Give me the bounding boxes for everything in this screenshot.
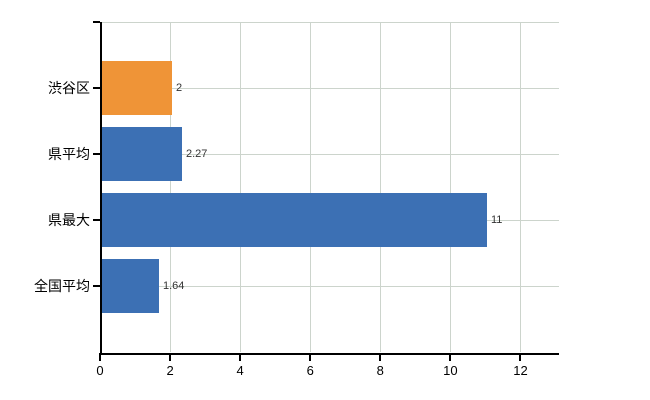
y-axis-tick <box>93 87 100 89</box>
y-axis-tick <box>93 219 100 221</box>
x-axis-tick <box>169 354 172 361</box>
x-axis-tick-label: 10 <box>443 363 458 378</box>
x-axis-tick-label: 2 <box>166 363 174 378</box>
bar-value-label: 2.27 <box>186 148 208 160</box>
x-axis-tick <box>239 354 242 361</box>
vertical-gridline <box>450 22 452 352</box>
bar-value-label: 2 <box>176 82 183 94</box>
bar-value-label: 11 <box>491 214 503 226</box>
y-axis-tick <box>93 21 100 23</box>
vertical-gridline <box>520 22 522 352</box>
bar <box>102 61 172 115</box>
x-axis-tick-label: 12 <box>513 363 528 378</box>
vertical-gridline <box>380 22 382 352</box>
x-axis-tick <box>99 354 101 361</box>
bar-value-label: 1.64 <box>163 280 185 292</box>
y-axis-tick <box>93 285 100 287</box>
x-axis-tick <box>449 354 452 361</box>
vertical-gridline <box>310 22 312 352</box>
x-axis-tick <box>519 354 522 361</box>
y-axis-line <box>100 22 102 354</box>
category-gridline <box>100 286 559 287</box>
category-label: 県最大 <box>48 212 90 228</box>
top-gridline <box>100 22 559 23</box>
x-axis-tick <box>379 354 382 361</box>
category-label: 県平均 <box>48 146 90 162</box>
vertical-gridline <box>170 22 172 352</box>
x-axis-tick-label: 6 <box>306 363 314 378</box>
category-label: 全国平均 <box>34 278 90 294</box>
x-axis-line <box>99 353 559 355</box>
category-label: 渋谷区 <box>48 80 90 96</box>
x-axis-tick <box>309 354 312 361</box>
bar <box>102 259 159 313</box>
vertical-gridline <box>240 22 242 352</box>
category-gridline <box>100 154 559 155</box>
bar <box>102 193 487 247</box>
x-axis-tick-label: 4 <box>236 363 244 378</box>
x-axis-tick-label: 8 <box>376 363 384 378</box>
bar <box>102 127 182 181</box>
category-gridline <box>100 88 559 89</box>
x-axis-tick-label: 0 <box>96 363 104 378</box>
y-axis-tick <box>93 153 100 155</box>
